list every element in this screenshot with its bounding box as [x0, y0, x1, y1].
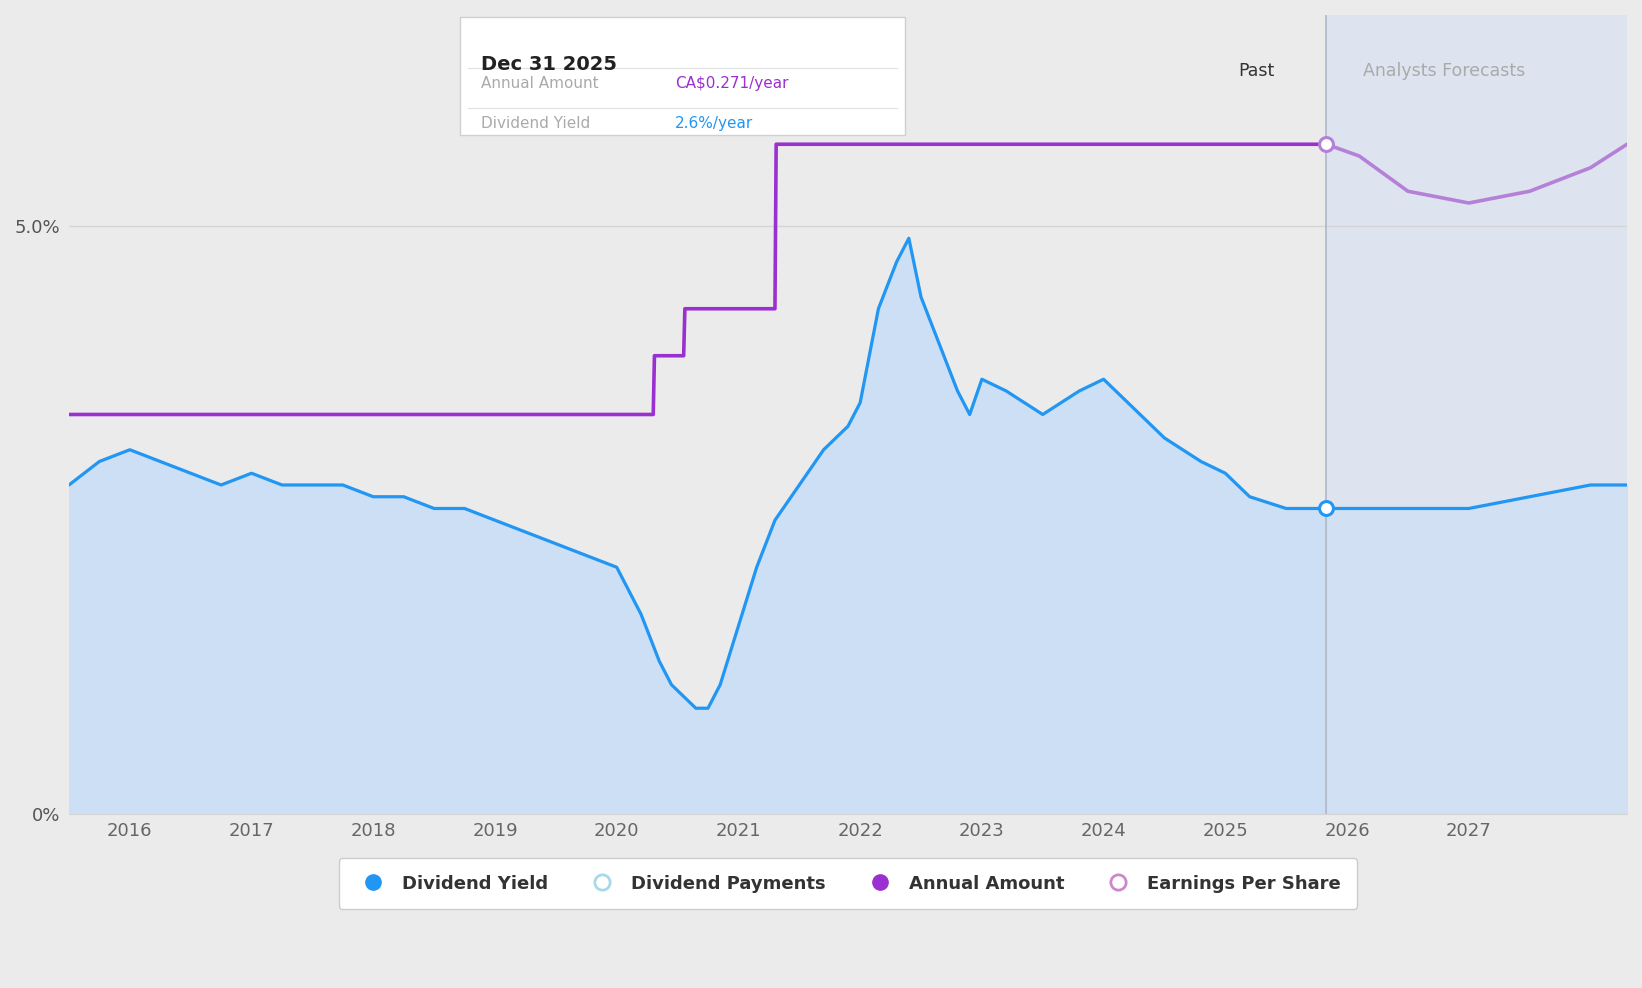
- Text: Analysts Forecasts: Analysts Forecasts: [1363, 61, 1525, 80]
- Text: CA$0.271/year: CA$0.271/year: [675, 76, 788, 91]
- Text: Dec 31 2025: Dec 31 2025: [481, 54, 617, 73]
- Legend: Dividend Yield, Dividend Payments, Annual Amount, Earnings Per Share: Dividend Yield, Dividend Payments, Annua…: [338, 859, 1358, 909]
- Text: 2.6%/year: 2.6%/year: [675, 116, 754, 130]
- Text: Annual Amount: Annual Amount: [481, 76, 599, 91]
- Bar: [1327, 15, 1642, 814]
- Text: Past: Past: [1238, 61, 1274, 80]
- Text: Dividend Yield: Dividend Yield: [481, 116, 591, 130]
